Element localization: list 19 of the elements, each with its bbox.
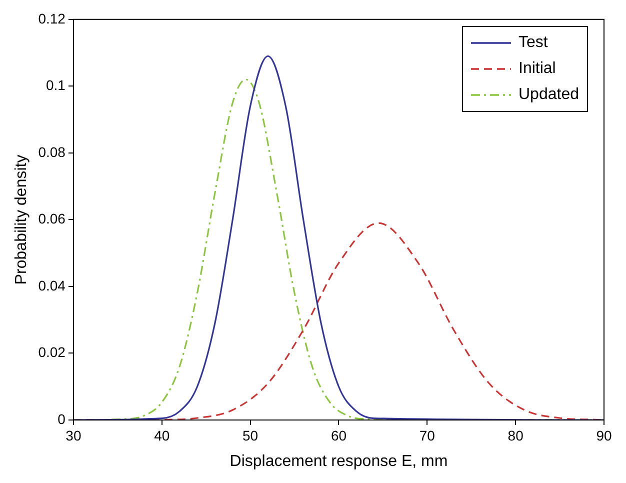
x-tick-label: 90 [596,427,612,444]
x-tick-label: 50 [242,427,258,444]
y-tick-label: 0.02 [38,344,66,360]
x-tick-label: 30 [66,427,82,444]
legend-label: Test [518,34,548,52]
y-tick-label: 0.04 [38,277,66,294]
x-tick-label: 60 [330,427,347,444]
legend-label: Initial [518,60,556,78]
y-axis-title: Probability density [13,154,30,285]
y-tick-label: 0.08 [38,144,66,160]
x-tick-label: 80 [508,427,524,444]
y-tick-label: 0.1 [46,77,66,94]
y-tick-label: 0.12 [38,10,66,26]
legend-label: Updated [518,86,579,104]
x-tick-label: 70 [419,427,436,444]
x-axis-title: Displacement response E, mm [230,452,448,470]
y-tick-label: 0.06 [38,210,66,227]
y-tick-label: 0 [58,410,66,427]
x-tick-label: 40 [154,427,170,444]
